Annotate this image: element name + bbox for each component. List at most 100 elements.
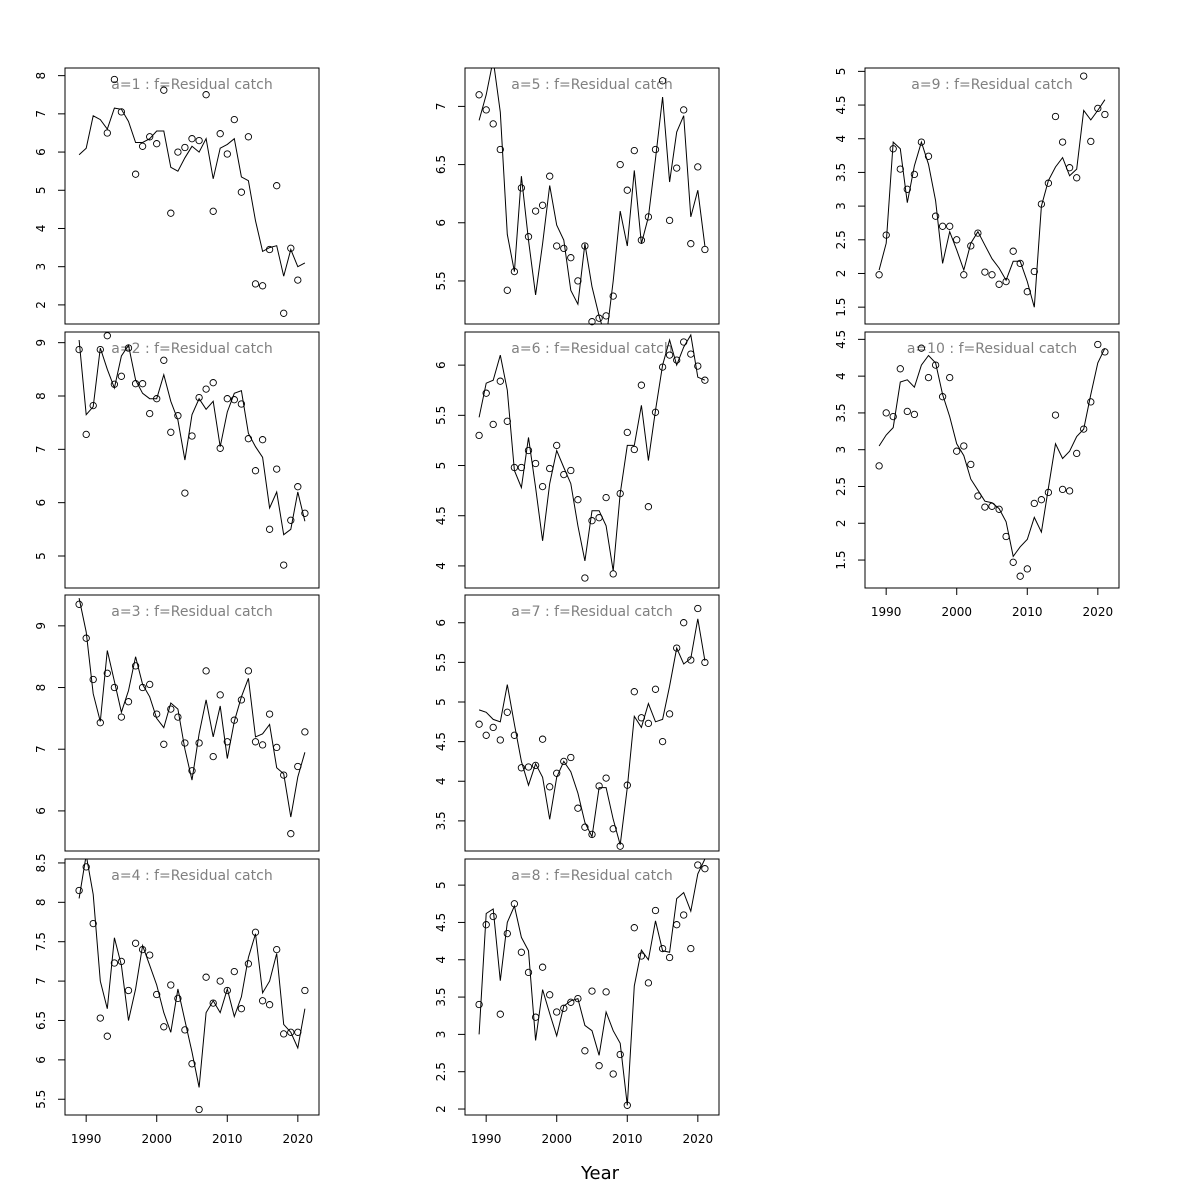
observed-point (294, 1028, 302, 1036)
x-tick-label: 2000 (541, 1132, 572, 1146)
y-tick-label: 5 (34, 186, 48, 194)
observed-point (680, 619, 688, 627)
y-tick-label: 4 (434, 956, 448, 964)
panel-title: a=5 : f=Residual catch (511, 77, 672, 93)
panel-frame (464, 67, 720, 325)
fitted-line (878, 347, 1106, 558)
observed-point (117, 108, 126, 116)
observed-point (546, 172, 554, 180)
observed-point (188, 135, 196, 143)
observed-point (153, 140, 161, 148)
y-tick-label: 4.5 (834, 330, 848, 349)
y-tick-label: 6 (34, 148, 48, 156)
observed-point (188, 432, 196, 440)
observed-point (637, 236, 646, 244)
observed-point (658, 77, 667, 85)
observed-point (244, 435, 253, 443)
observed-point (110, 380, 119, 388)
observed-point (96, 719, 104, 727)
observed-point (294, 276, 302, 284)
panel-4: a=4 : f=Residual catch 5.5 6 6.5 7 7.5 8 8.5 199… (34, 853, 320, 1146)
observed-point (251, 928, 260, 936)
observed-point (89, 675, 97, 684)
observed-point (623, 781, 631, 789)
observed-point (1080, 425, 1088, 433)
observed-point (967, 460, 975, 469)
observed-point (609, 825, 617, 833)
observed-point (637, 381, 646, 389)
fitted-line (478, 333, 706, 571)
observed-point (960, 271, 968, 279)
observed-point (216, 691, 224, 699)
observed-point (496, 736, 504, 744)
y-tick-label: 5.5 (34, 1090, 48, 1109)
observed-point (1037, 200, 1046, 208)
observed-point (475, 720, 483, 728)
observed-point (216, 130, 224, 138)
y-tick-label: 6 (434, 219, 448, 227)
x-tick-label: 2010 (212, 1132, 243, 1146)
observed-point (103, 129, 111, 137)
observed-point (230, 115, 238, 124)
observed-point (588, 830, 596, 839)
fitted-line (78, 339, 306, 536)
observed-point (917, 138, 926, 146)
observed-point (82, 430, 90, 439)
y-tick-label: 3.5 (434, 811, 448, 830)
observed-point (680, 911, 688, 919)
y-tick-label: 4 (834, 135, 848, 143)
x-axis-label: Year (580, 1163, 620, 1184)
observed-point (117, 957, 126, 966)
fitted-line (78, 859, 306, 1088)
observed-point (167, 981, 175, 989)
x-tick-label: 1990 (871, 605, 902, 619)
observed-point (581, 1047, 589, 1055)
observed-point (687, 350, 695, 358)
observed-point (230, 967, 238, 976)
observed-point (924, 373, 933, 382)
observed-point (553, 1008, 561, 1016)
y-tick-label: 8.5 (34, 853, 48, 872)
x-tick-label: 2020 (1083, 605, 1114, 619)
observed-point (889, 412, 897, 421)
observed-point (931, 361, 940, 369)
panel-frame (64, 594, 320, 852)
observed-point (875, 462, 883, 470)
observed-point (616, 489, 624, 498)
observed-point (287, 830, 295, 838)
observed-point (658, 944, 667, 953)
panel-title: a=9 : f=Residual catch (911, 77, 1072, 93)
observed-point (1058, 485, 1067, 494)
observed-point (1002, 532, 1010, 541)
fitted-line (78, 597, 306, 818)
y-tick-label: 5 (834, 68, 848, 76)
observed-point (251, 738, 260, 746)
observed-point (581, 574, 589, 582)
observed-point (209, 379, 217, 387)
observed-point (910, 410, 919, 419)
observed-point (531, 207, 540, 215)
x-tick-label: 2010 (612, 1132, 643, 1146)
observed-point (1087, 398, 1095, 406)
observed-point (567, 753, 575, 762)
observed-point (560, 244, 568, 253)
observed-point (581, 823, 589, 831)
observed-point (680, 338, 688, 346)
observed-point (202, 91, 210, 99)
observed-point (1058, 138, 1067, 146)
y-tick-label: 7 (34, 977, 48, 985)
observed-point (981, 503, 989, 511)
observed-point (560, 1004, 568, 1012)
fitted-line (78, 107, 306, 277)
observed-point (623, 186, 631, 194)
observed-point (230, 396, 238, 404)
observed-point (595, 1062, 603, 1070)
y-tick-label: 2 (34, 301, 48, 309)
observed-point (602, 988, 610, 996)
panel-frame (464, 331, 720, 589)
observed-point (567, 254, 575, 262)
observed-point (131, 662, 140, 670)
observed-point (1002, 277, 1010, 286)
observed-point (153, 990, 161, 999)
observed-point (160, 1023, 168, 1031)
